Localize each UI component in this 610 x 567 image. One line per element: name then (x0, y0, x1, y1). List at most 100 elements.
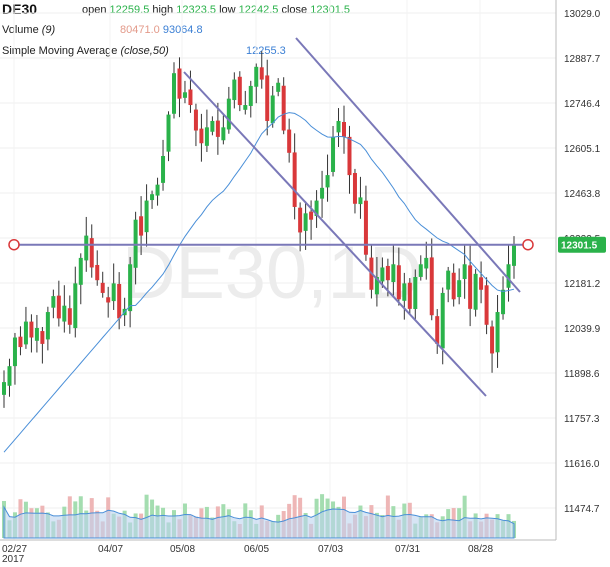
candle-body (73, 283, 78, 329)
candle-body (248, 85, 253, 106)
volume-sma-value: 93064.8 (162, 24, 203, 36)
candle-body (320, 187, 325, 199)
candle-body (259, 67, 264, 80)
date-tick-label: 05/08 (170, 544, 195, 555)
candle-body (413, 277, 418, 310)
candle-body (451, 272, 456, 300)
candle-body (501, 289, 506, 315)
candle-body (199, 128, 204, 144)
candle-body (56, 295, 61, 319)
candle-body (193, 109, 198, 131)
candle-body (232, 79, 237, 101)
trend-lines (183, 37, 521, 397)
candle-body (325, 175, 330, 188)
candle-body (62, 305, 67, 322)
price-tick-label: 12181.2 (564, 279, 601, 290)
volume-bar (462, 495, 467, 538)
price-tick-label: 11898.6 (564, 369, 600, 380)
volume-bar (292, 495, 297, 538)
date-tick-label: 04/07 (98, 544, 123, 555)
date-tick-label: 08/28 (468, 544, 493, 555)
candle-body (155, 184, 160, 196)
volume-value: 80471.0 (120, 24, 160, 36)
candle-body (177, 68, 182, 99)
candle-body (188, 89, 193, 106)
volume-param: (9) (41, 24, 56, 36)
candle-body (215, 120, 220, 137)
volume-label: Volume (2, 24, 39, 36)
candle-body (429, 257, 434, 316)
candle-body (314, 200, 319, 217)
candle-body (34, 327, 39, 341)
candle-body (128, 264, 133, 312)
price-tick-label: 11757.3 (564, 414, 600, 425)
candle-body (331, 136, 336, 172)
candle-body (298, 207, 303, 233)
candle-body (385, 265, 390, 281)
candle-body (89, 238, 94, 268)
candle-body (391, 264, 396, 283)
candle-body (111, 283, 116, 302)
last-price-badge-group: 12301.5 (558, 236, 606, 253)
candle-body (512, 245, 516, 266)
candle-body (254, 66, 259, 87)
candle-body (276, 82, 281, 92)
candle-body (78, 257, 83, 285)
candle-body (106, 297, 111, 303)
candle-body (352, 172, 357, 204)
price-tick-label: 12887.7 (564, 54, 601, 65)
candle-body (281, 85, 286, 131)
price-tick-label: 13029.0 (564, 9, 601, 20)
candle-body (484, 285, 489, 325)
sma-line (3, 112, 515, 453)
last-price-badge (558, 236, 606, 253)
candle-body (495, 312, 500, 353)
volume-readout: Volume (9) (2, 24, 55, 36)
candle-body (380, 267, 385, 282)
candle-body (506, 264, 511, 288)
date-tick-label: 07/31 (395, 544, 420, 555)
candle-body (67, 308, 72, 325)
sma-param: (close,50) (120, 45, 169, 57)
date-tick-label: 2017 (2, 554, 25, 565)
candle-body (161, 155, 166, 183)
candle-body (2, 382, 6, 395)
hline-handle-left (8, 238, 20, 251)
candle-body (468, 265, 473, 309)
sma-label: Simple Moving Average (2, 45, 118, 57)
candle-body (363, 200, 368, 255)
candle-body (342, 121, 346, 137)
candle-body (18, 336, 23, 348)
sma-readout: Simple Moving Average (close,50) (2, 45, 169, 57)
candle-body (462, 264, 467, 279)
candle-body (144, 200, 149, 233)
price-tick-label: 12463.8 (564, 189, 601, 200)
date-tick-label: 06/05 (244, 544, 269, 555)
candle-body (473, 273, 478, 310)
candles (2, 51, 516, 408)
candle-body (243, 105, 248, 110)
price-tick-label: 11474.7 (564, 504, 600, 515)
candle-body (51, 296, 56, 308)
candle-body (150, 194, 155, 201)
candle-body (347, 136, 352, 176)
candle-body (210, 120, 215, 132)
candle-body (29, 321, 34, 338)
candle-body (292, 152, 297, 207)
candle-body (45, 312, 50, 340)
candle-body (95, 264, 100, 281)
date-tick-label: 02/27 (2, 544, 27, 555)
last-price-badge-label: 12301.5 (561, 241, 598, 252)
date-tick-label: 07/03 (318, 544, 343, 555)
candle-body (166, 114, 171, 152)
candle-body (446, 270, 451, 290)
price-tick-label: 12746.4 (564, 99, 601, 110)
volume-sma-area (3, 505, 515, 539)
candle-body (12, 337, 17, 367)
candle-body (303, 213, 308, 231)
candle-body (182, 92, 187, 98)
candle-body (100, 282, 105, 293)
candle-body (336, 120, 341, 133)
